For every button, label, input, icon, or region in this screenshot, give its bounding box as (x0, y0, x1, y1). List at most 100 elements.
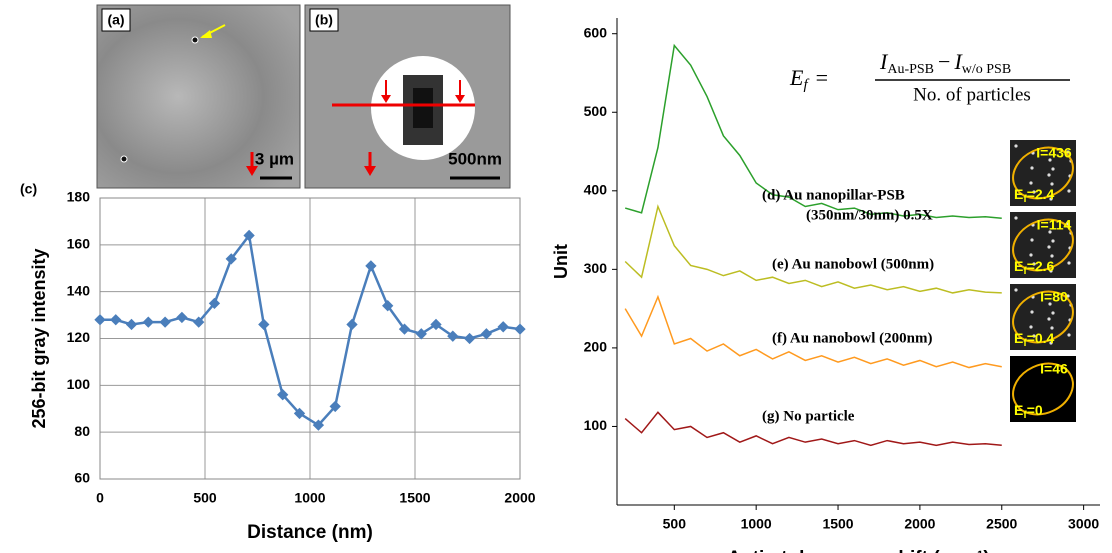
y-tick-label: 140 (67, 282, 91, 298)
y-tick-label: 80 (74, 423, 90, 439)
data-point (398, 323, 411, 335)
inset-sub: f (1023, 266, 1027, 277)
data-point (258, 318, 270, 331)
y-tick-label: 600 (584, 24, 608, 40)
data-line (624, 204, 1002, 294)
inset-dot (1029, 325, 1033, 329)
inset-dot (1048, 230, 1052, 234)
inset-dot (1014, 288, 1018, 292)
inset-symbol: E (1014, 258, 1023, 274)
inset-dot (1030, 310, 1034, 314)
inset-symbol: E (1014, 330, 1023, 346)
inset-dot (1048, 158, 1052, 162)
x-tick-label: 1500 (399, 490, 430, 506)
inset-dot (1066, 222, 1070, 226)
arrow-head (246, 166, 258, 176)
data-line (624, 43, 1002, 220)
x-tick-label: 2500 (986, 516, 1017, 532)
panel-label: (c) (20, 181, 37, 197)
y-tick-label: 500 (584, 103, 608, 119)
data-line (624, 294, 1002, 369)
inset-dot (1047, 317, 1051, 321)
inset-ring (1012, 218, 1074, 272)
inset-ef: Ef=0.4 (1014, 330, 1055, 349)
y-tick-label: 180 (67, 189, 91, 205)
data-line (624, 411, 1002, 447)
inset-symbol: E (1014, 402, 1023, 418)
data-point (329, 400, 341, 413)
data-point (447, 330, 459, 342)
data-point (430, 318, 442, 331)
scale-label: 3 µm (255, 149, 294, 168)
inset-ring (1012, 362, 1074, 416)
inset-dot (1049, 197, 1053, 201)
data-point (514, 323, 526, 335)
inset-value: =2.6 (1027, 258, 1055, 274)
inset-dot (1032, 190, 1036, 194)
inset-dot (1014, 216, 1018, 220)
inset-dot (1029, 253, 1033, 257)
plot-frame (99, 197, 521, 480)
inset-intensity: I=436 (1036, 145, 1072, 161)
y-tick-label: 100 (584, 417, 608, 433)
data-point (463, 332, 476, 345)
inset-ef: Ef=2.4 (1014, 186, 1055, 205)
inset-dot (1067, 333, 1071, 337)
data-point (312, 419, 325, 431)
inset-dot (1050, 254, 1054, 258)
inset-image (1010, 140, 1076, 206)
x-tick-label: 3000 (1068, 516, 1099, 532)
inset-image (1010, 356, 1076, 422)
data-point (110, 314, 122, 326)
inset-dot (1050, 326, 1054, 330)
inset-intensity: I=80 (1040, 289, 1068, 305)
x-axis-label: Distance (nm) (247, 522, 373, 543)
x-tick-label: 500 (193, 490, 217, 506)
formula-part: − (938, 49, 950, 74)
inset-image (1010, 212, 1076, 278)
inset-dot (1051, 311, 1055, 315)
annotation: (e) Au nanobowl (500nm) (772, 256, 934, 272)
image-b (304, 4, 511, 189)
inset-value: =0 (1027, 402, 1043, 418)
data-point (497, 321, 509, 333)
inset-dot (1047, 245, 1051, 249)
inset-ef: Ef=0 (1014, 402, 1043, 421)
panel-label: (b) (315, 12, 333, 28)
y-tick-label: 120 (67, 329, 91, 345)
inset-ring (1012, 146, 1074, 200)
data-point (365, 260, 377, 272)
inset-dot (1067, 189, 1071, 193)
formula-part: Au-PSB (887, 62, 934, 77)
inset-ring (1012, 290, 1074, 344)
data-point (208, 297, 221, 310)
y-tick-label: 160 (67, 236, 91, 252)
inset-intensity: I=46 (1040, 361, 1068, 377)
x-tick-label: 1000 (294, 490, 325, 506)
inset-ef: Ef=2.6 (1014, 258, 1055, 277)
data-point (480, 328, 493, 340)
inset-dot (1066, 294, 1070, 298)
formula-part: w/o PSB (962, 62, 1011, 77)
panel-label: (a) (107, 12, 124, 28)
data-point (142, 316, 154, 328)
inset-value: =0.4 (1027, 330, 1055, 346)
formula-part: f (803, 77, 809, 93)
annotation: (d) Au nanopillar-PSB (762, 187, 905, 203)
x-tick-label: 500 (663, 516, 687, 532)
x-tick-label: 1000 (741, 516, 772, 532)
data-point (176, 311, 188, 324)
formula-part: = (816, 65, 828, 90)
annotation: (350nm/30nm) 0.5X (806, 207, 933, 223)
inset-dot (1029, 181, 1033, 185)
y-tick-label: 200 (584, 339, 608, 355)
data-point (225, 253, 237, 265)
formula-part: I (953, 49, 963, 74)
formula-numerator: IAu-PSB − Iw/o PSB (879, 49, 1011, 77)
inset-intensity: I=114 (1037, 217, 1072, 233)
formula-part: I (879, 49, 889, 74)
inset-dot (1066, 150, 1070, 154)
y-axis-label: 256-bit gray intensity (29, 248, 49, 428)
scale-label: 500nm (448, 149, 502, 168)
